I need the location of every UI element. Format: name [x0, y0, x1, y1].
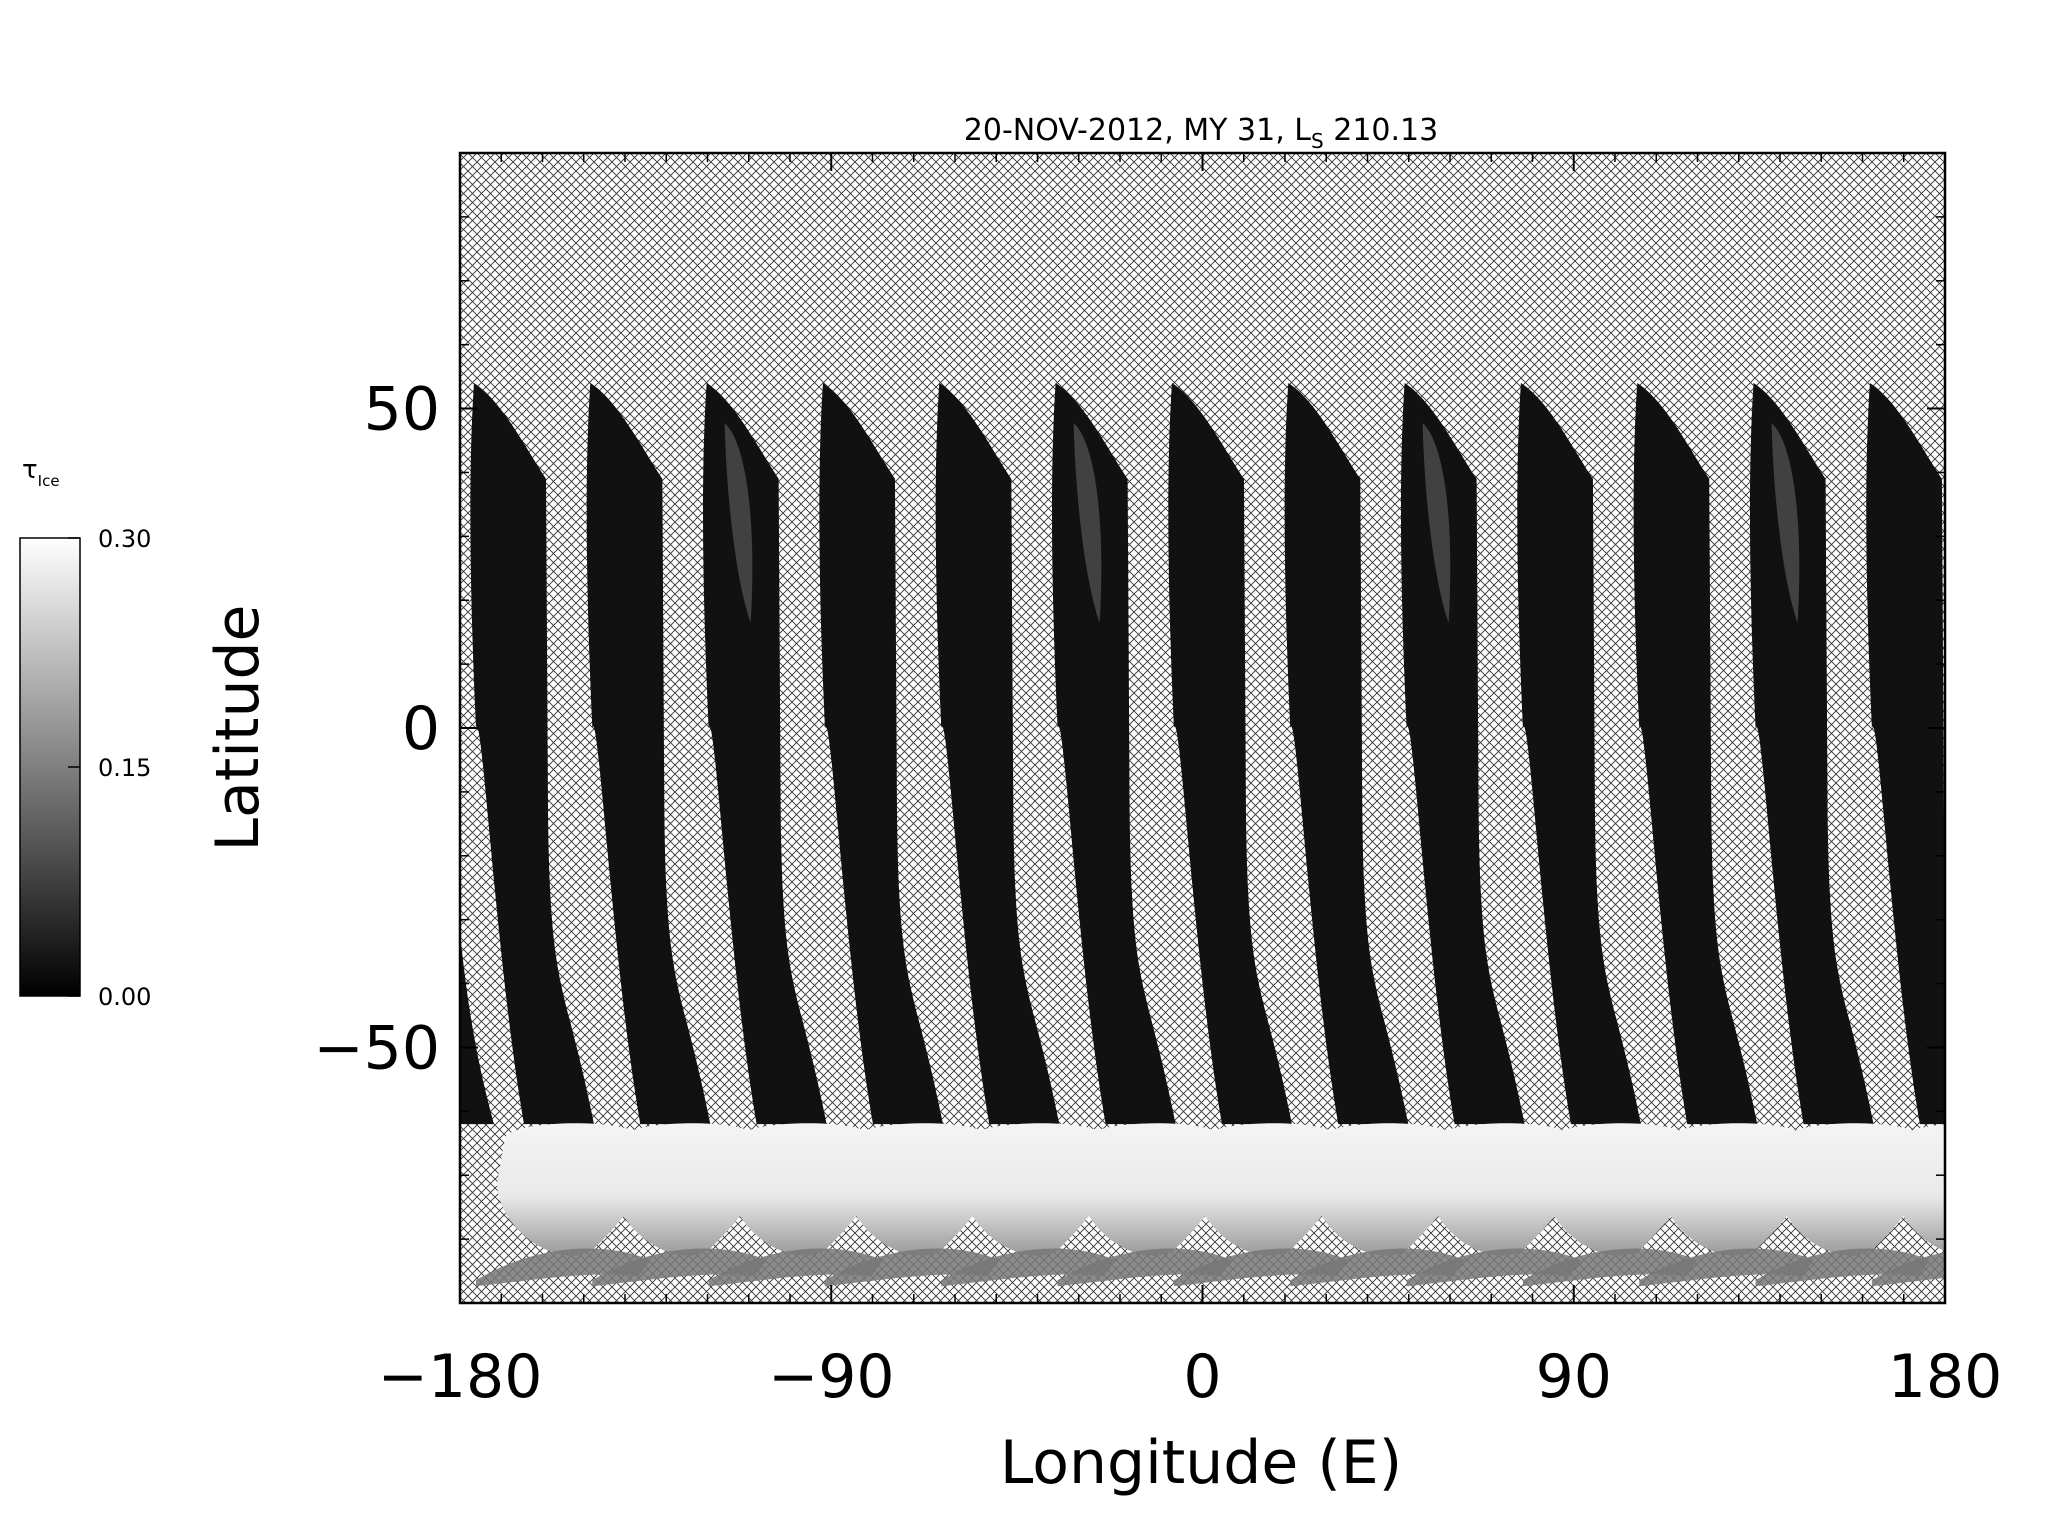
colorbar-label: τIce — [22, 455, 60, 490]
polar-cap-region — [1311, 1123, 1458, 1256]
polar-cap-region — [729, 1123, 876, 1256]
swath-streak — [724, 423, 753, 623]
data-swath — [1168, 383, 1292, 1125]
polar-cap-region — [1194, 1123, 1342, 1256]
polar-cap-region — [496, 1123, 644, 1256]
y-tick-label: 50 — [364, 375, 440, 445]
data-swath — [935, 383, 1060, 1125]
swath-streak — [1771, 423, 1800, 623]
polar-rim — [592, 1248, 767, 1287]
y-axis-label: Latitude — [203, 605, 273, 852]
polar-rim — [1522, 1248, 1698, 1287]
colorbar-tick-label: 0.00 — [98, 983, 151, 1011]
polar-cap-region — [962, 1123, 1109, 1256]
colorbar-tick-label: 0.15 — [98, 754, 151, 782]
swath-streak — [1422, 423, 1451, 623]
title-subscript: S — [1311, 129, 1324, 153]
colorbar-label-symbol: τ — [22, 455, 38, 485]
data-swath — [1749, 383, 1874, 1125]
x-axis-label: Longitude (E) — [1000, 1428, 1402, 1498]
polar-rim — [824, 1248, 1000, 1287]
data-swath — [1052, 383, 1176, 1125]
data-swath — [470, 383, 594, 1125]
colorbar-label-subscript: Ice — [38, 472, 60, 490]
data-swath — [1284, 383, 1409, 1125]
data-swath — [819, 383, 943, 1125]
polar-rim — [1406, 1248, 1582, 1287]
axis-ticks: −180 −90 0 90 180 −50 0 50 — [313, 153, 2002, 1412]
x-tick-label: −180 — [378, 1342, 543, 1412]
y-tick-label: −50 — [313, 1013, 440, 1083]
x-tick-label: 90 — [1536, 1342, 1612, 1412]
polar-rim — [941, 1248, 1116, 1287]
polar-cap-region — [1892, 1124, 1945, 1251]
polar-rim — [1290, 1248, 1465, 1287]
polar-rim — [708, 1248, 884, 1287]
polar-rim — [1173, 1248, 1349, 1287]
polar-rim — [1057, 1248, 1233, 1287]
colorbar-tick-label: 0.30 — [98, 525, 151, 553]
polar-rim — [1871, 1252, 1945, 1287]
x-tick-label: 0 — [1183, 1342, 1221, 1412]
colorbar: τIce 0.00 0.15 0.30 — [19, 455, 151, 1011]
polar-cap-region — [1660, 1123, 1807, 1256]
y-tick-label: 0 — [402, 694, 440, 764]
x-tick-label: −90 — [768, 1342, 895, 1412]
polar-cap-region — [1427, 1123, 1574, 1256]
polar-rim — [1755, 1248, 1931, 1287]
data-swath — [1400, 383, 1525, 1125]
data-swath — [1633, 383, 1758, 1125]
data-swath — [1866, 383, 1945, 1125]
polar-cap-region — [1543, 1123, 1691, 1256]
colorbar-ticks: 0.00 0.15 0.30 — [68, 525, 151, 1011]
polar-cap-region — [1776, 1123, 1923, 1256]
data-swath-edge — [460, 932, 494, 1125]
swath-streak — [1073, 423, 1102, 623]
polar-cap-region — [845, 1123, 993, 1256]
polar-cap-region — [1078, 1123, 1225, 1256]
data-swath — [1517, 383, 1641, 1125]
data-swaths — [460, 383, 1945, 1287]
data-swath — [586, 383, 711, 1125]
polar-cap-region — [613, 1123, 760, 1256]
data-swath — [703, 383, 827, 1125]
chart-title: 20-NOV-2012, MY 31, LS 210.13 — [964, 113, 1438, 153]
title-prefix: 20-NOV-2012, MY 31, L — [964, 113, 1312, 148]
x-tick-label: 180 — [1888, 1342, 2003, 1412]
polar-rim — [1639, 1248, 1814, 1287]
polar-rim — [475, 1248, 651, 1287]
title-suffix: 210.13 — [1324, 113, 1439, 148]
